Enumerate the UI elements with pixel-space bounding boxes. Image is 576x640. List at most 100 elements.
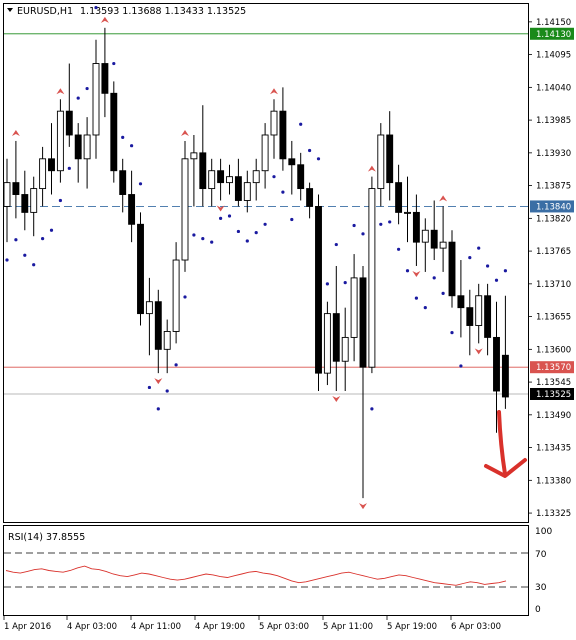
price-tick-label: 1.13655 (536, 313, 571, 323)
main-chart-frame (3, 3, 529, 523)
psar-dot (85, 86, 89, 91)
rsi-label: RSI(14) 37.8555 (8, 532, 85, 543)
candle (297, 152, 305, 201)
price-marker-label: 1.13840 (536, 202, 571, 212)
psar-dot (423, 306, 427, 310)
price-tick-label: 1.13545 (536, 378, 571, 388)
psar-dot (397, 247, 401, 251)
candle (252, 158, 260, 201)
candle (21, 170, 29, 231)
candle (137, 212, 144, 326)
psar-dot (352, 223, 356, 228)
psar-dot (405, 269, 410, 273)
candle (92, 39, 100, 159)
candle (484, 283, 492, 356)
psar-dot (67, 166, 71, 170)
price-marker (530, 361, 574, 374)
candle (359, 265, 367, 499)
candle (83, 117, 91, 189)
candle (421, 218, 429, 272)
candle (74, 123, 82, 183)
fractal-down-icon (359, 503, 367, 510)
candle (234, 158, 242, 207)
candle (12, 140, 20, 219)
psar-dot (201, 236, 205, 241)
psar-dot (459, 364, 463, 368)
psar-dot (477, 246, 481, 250)
time-tick-label: 5 Apr 19:00 (387, 622, 437, 632)
price-marker-label: 1.14130 (536, 30, 571, 40)
parabolic-sar (5, 5, 507, 411)
price-tick-label: 1.13490 (536, 411, 571, 421)
price-tick-label: 1.13325 (536, 509, 571, 519)
psar-dot (165, 389, 169, 393)
psar-dot (32, 263, 36, 267)
candle (163, 319, 171, 374)
indicator-frame (3, 525, 529, 616)
ohlc-readout: 1.13593 1.13688 1.13433 1.13525 (80, 6, 246, 17)
psar-dot (254, 231, 258, 235)
candle (466, 289, 474, 356)
candle (190, 134, 198, 207)
candle (288, 140, 296, 195)
candle (261, 123, 269, 189)
price-tick-label: 1.13930 (536, 149, 571, 159)
psar-dot (94, 5, 98, 10)
candle (48, 123, 55, 195)
candle (430, 200, 438, 261)
candle (128, 170, 136, 243)
psar-dot (370, 407, 374, 411)
psar-dot (290, 217, 294, 222)
candle (270, 99, 278, 159)
fractal-up-icon (367, 165, 376, 172)
psar-dot (112, 61, 116, 66)
candle (154, 289, 162, 374)
price-tick-label: 1.13875 (536, 182, 571, 192)
psar-dot (76, 96, 80, 100)
candle (377, 123, 385, 207)
candle (30, 176, 38, 237)
price-tick-label: 1.13380 (536, 476, 571, 486)
psar-dot (183, 295, 187, 299)
down-arrow-icon (484, 410, 527, 478)
psar-dot (308, 148, 312, 153)
psar-dot (156, 407, 160, 411)
candle (341, 307, 349, 392)
fractal-up-icon (100, 16, 109, 23)
price-tick-label: 1.13710 (536, 280, 571, 290)
chart-header: EURUSD,H1 1.13593 1.13688 1.13433 1.1352… (7, 6, 246, 17)
time-axis[interactable]: 1 Apr 2016 4 Apr 03:00 4 Apr 11:00 4 Apr 19… (3, 616, 501, 632)
psar-dot (210, 240, 214, 244)
price-tick-label: 1.13765 (536, 247, 571, 257)
fractal-up-icon (439, 195, 448, 202)
psar-dot (272, 175, 276, 179)
price-marker (530, 200, 574, 213)
psar-dot (130, 144, 134, 148)
psar-dot (41, 236, 45, 241)
psar-dot (450, 331, 454, 335)
fractal-down-icon (332, 396, 341, 403)
psar-dot (49, 228, 54, 232)
triangle-down-icon[interactable] (7, 8, 13, 12)
psar-dot (138, 182, 143, 186)
candle (208, 158, 216, 207)
time-tick-label: 4 Apr 03:00 (67, 622, 117, 632)
fractal-up-icon (181, 129, 189, 136)
time-tick-label: 6 Apr 03:00 (451, 622, 501, 632)
psar-dot (121, 135, 125, 139)
candle (475, 283, 483, 344)
price-axis[interactable]: 1.14150 1.14095 1.14040 1.13985 1.13930 1.138… (528, 18, 574, 519)
rsi-tick-70: 70 (535, 550, 547, 560)
psar-dot (236, 229, 240, 234)
psar-dot (14, 238, 18, 242)
candle (412, 194, 420, 266)
psar-dot (263, 222, 267, 226)
fractal-up-icon (56, 88, 65, 95)
candle (145, 277, 153, 356)
fractal-down-icon (412, 270, 421, 277)
candle (199, 105, 207, 207)
candle (65, 63, 73, 147)
psar-dot (325, 282, 329, 286)
